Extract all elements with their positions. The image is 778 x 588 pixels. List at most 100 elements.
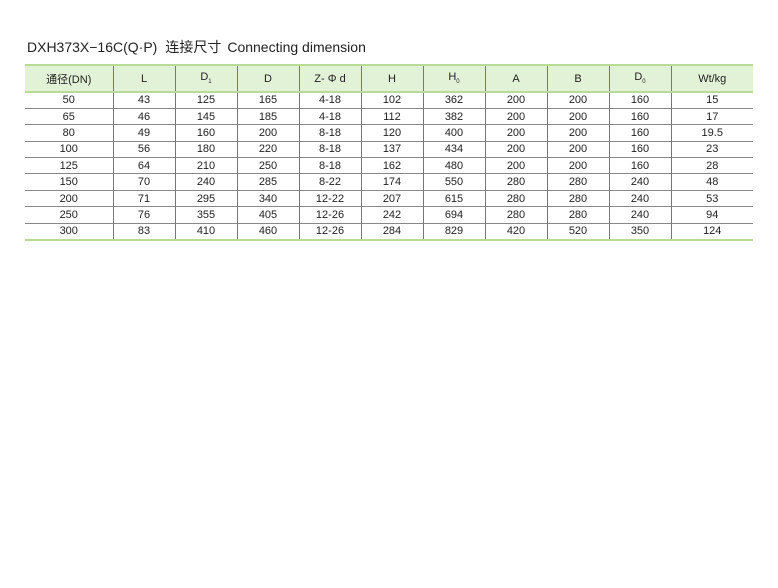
table-cell: 295	[174, 190, 237, 207]
table-cell: 200	[546, 92, 609, 109]
table-cell: 80	[62, 126, 75, 139]
header-label: B	[574, 72, 582, 85]
table-cell: 12-26	[298, 206, 361, 224]
table-cell: 15	[670, 92, 753, 109]
column-header: H	[360, 65, 423, 92]
table-row: 100 56 180 220 8-18 137 434 200 200 160 23	[25, 141, 753, 158]
table-cell: 76	[112, 206, 175, 224]
table-cell: 200	[484, 108, 547, 125]
table-cell: 125	[174, 92, 237, 109]
table-cell: 100	[59, 143, 78, 156]
header-label: L	[140, 72, 148, 85]
table-row: 300 83 410 460 12-26 284 829 420 520 350 124	[25, 223, 753, 240]
header-subscript: 0	[642, 79, 646, 86]
table-cell: 8-18	[298, 157, 361, 174]
table-cell: 615	[422, 190, 485, 207]
table-row: 125 64 210 250 8-18 162 480 200 200 160 28	[25, 157, 753, 174]
table-cell: 420	[484, 223, 547, 240]
column-header: B	[546, 65, 609, 92]
table-cell: 150	[59, 176, 78, 189]
page-title: DXH373X−16C(Q·P) 连接尺寸 Connecting dimension	[27, 37, 366, 57]
table-cell: 300	[59, 225, 78, 238]
column-header: L	[112, 65, 175, 92]
header-label: D	[264, 72, 272, 85]
table-cell: 83	[112, 223, 175, 240]
table-cell: 28	[670, 157, 753, 174]
table-cell: 220	[236, 141, 299, 158]
table-cell: 49	[112, 124, 175, 142]
table-cell: 94	[670, 206, 753, 224]
table-cell: 520	[546, 223, 609, 240]
table-cell: 280	[484, 190, 547, 207]
table-cell: 200	[59, 192, 78, 205]
table-cell: 280	[546, 206, 609, 224]
column-header: Z- Φ d	[298, 65, 361, 92]
table-row: 80 49 160 200 8-18 120 400 200 200 160 19.5	[25, 124, 753, 142]
table-cell: 145	[174, 108, 237, 125]
table-cell: 23	[670, 141, 753, 158]
table-cell: 240	[174, 173, 237, 191]
table-cell: 48	[670, 173, 753, 191]
table-cell: 19.5	[670, 124, 753, 142]
table-cell: 200	[546, 108, 609, 125]
table-cell: 43	[112, 92, 175, 109]
table-cell: 200	[484, 92, 547, 109]
table-cell: 200	[546, 157, 609, 174]
column-header: A	[484, 65, 547, 92]
table-cell: 8-18	[298, 141, 361, 158]
table-cell: 405	[236, 206, 299, 224]
table-cell: 694	[422, 206, 485, 224]
table-cell: 350	[608, 223, 671, 240]
table-cell: 210	[174, 157, 237, 174]
column-header: 通径(DN)	[25, 65, 113, 92]
table-cell: 165	[236, 92, 299, 109]
table-cell: 207	[360, 190, 423, 207]
table-row: 50 43 125 165 4-18 102 362 200 200 160 15	[25, 92, 753, 109]
table-cell: 355	[174, 206, 237, 224]
header-label: H	[388, 72, 396, 85]
table-cell: 160	[608, 92, 671, 109]
title-chinese: 连接尺寸	[165, 39, 222, 55]
table-cell: 46	[112, 108, 175, 125]
table-cell: 280	[546, 173, 609, 191]
table-cell: 240	[608, 206, 671, 224]
header-label: D	[634, 71, 643, 84]
table-cell: 8-22	[298, 173, 361, 191]
table-cell: 102	[360, 92, 423, 109]
table-cell: 340	[236, 190, 299, 207]
table-row: 250 76 355 405 12-26 242 694 280 280 240 94	[25, 206, 753, 224]
table-cell: 240	[608, 173, 671, 191]
header-subscript: 1	[208, 79, 212, 86]
header-subscript: 0	[456, 79, 460, 86]
table-cell: 137	[360, 141, 423, 158]
header-label: Wt/kg	[698, 72, 727, 85]
table-cell: 65	[62, 110, 75, 123]
table-cell: 410	[174, 223, 237, 240]
title-english: Connecting dimension	[227, 39, 366, 55]
table-cell: 284	[360, 223, 423, 240]
table-cell: 200	[236, 124, 299, 142]
table-cell: 242	[360, 206, 423, 224]
table-cell: 56	[112, 141, 175, 158]
table-cell: 53	[670, 190, 753, 207]
table-cell: 460	[236, 223, 299, 240]
table-cell: 550	[422, 173, 485, 191]
table-cell: 285	[236, 173, 299, 191]
header-label: A	[512, 72, 520, 85]
table-cell: 362	[422, 92, 485, 109]
table-cell: 120	[360, 124, 423, 142]
table-cell: 70	[112, 173, 175, 191]
table-cell: 160	[608, 141, 671, 158]
table-row: 200 71 295 340 12-22 207 615 280 280 240 53	[25, 190, 753, 207]
header-label: Z- Φ d	[314, 72, 346, 85]
table-cell: 17	[670, 108, 753, 125]
table-cell: 8-18	[298, 124, 361, 142]
table-cell: 180	[174, 141, 237, 158]
column-header: D0	[608, 65, 671, 92]
table-cell: 125	[59, 159, 78, 172]
table-cell: 112	[360, 108, 423, 125]
table-cell: 200	[546, 124, 609, 142]
table-row: 150 70 240 285 8-22 174 550 280 280 240 48	[25, 173, 753, 191]
header-label: H	[448, 71, 457, 84]
table-cell: 4-18	[298, 92, 361, 109]
